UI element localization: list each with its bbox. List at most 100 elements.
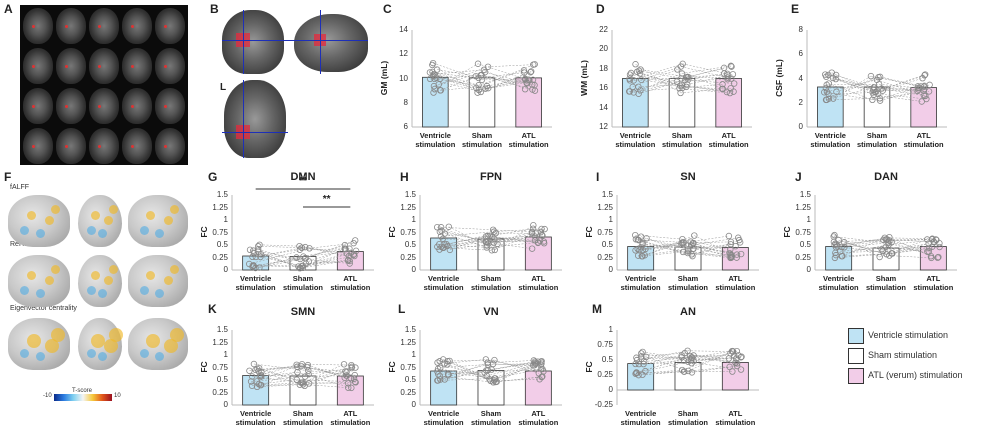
subject-line xyxy=(632,69,678,88)
x-tick-label: ATL stimulation xyxy=(508,131,549,149)
subject-point xyxy=(936,243,943,251)
subject-line xyxy=(641,353,694,362)
subject-line xyxy=(681,242,737,255)
activation-blob xyxy=(170,265,179,275)
mri-slice xyxy=(23,128,53,164)
subject-line xyxy=(253,252,309,262)
subject-line xyxy=(433,62,483,81)
subject-point xyxy=(254,246,262,253)
subject-line xyxy=(308,367,356,375)
subject-line xyxy=(690,235,729,242)
subject-point xyxy=(491,246,498,254)
subject-point xyxy=(737,250,745,258)
subject-line xyxy=(309,382,356,384)
target-dot xyxy=(131,25,134,28)
subject-line xyxy=(642,244,692,251)
mri-slice xyxy=(122,88,152,124)
panel-label-k: K xyxy=(208,302,217,316)
subject-point xyxy=(681,349,688,357)
subject-line xyxy=(629,77,687,92)
subject-point xyxy=(299,264,307,272)
subject-line xyxy=(258,379,297,385)
y-tick-label: 0.5 xyxy=(601,240,613,249)
mri-slice xyxy=(155,8,185,44)
mri-slice xyxy=(89,8,119,44)
y-tick-label: 1.5 xyxy=(216,325,228,334)
y-tick-label: 0.75 xyxy=(400,362,416,372)
y-tick-label: 0.25 xyxy=(795,252,811,262)
subject-point xyxy=(293,363,301,370)
subject-line xyxy=(308,248,346,262)
subject-line xyxy=(252,249,300,258)
subject-point xyxy=(483,372,491,380)
subject-line xyxy=(835,244,889,256)
subject-line xyxy=(448,226,487,246)
subject-line xyxy=(475,75,527,84)
panel-label-c: C xyxy=(383,2,392,16)
subject-point xyxy=(885,239,892,247)
subject-point xyxy=(436,75,444,82)
subject-point xyxy=(832,75,839,83)
mri-slice xyxy=(23,48,53,84)
colorbar-max: 10 xyxy=(114,393,121,399)
subject-point xyxy=(876,253,883,261)
mri-slice xyxy=(56,128,86,164)
subject-point xyxy=(678,70,686,77)
subject-line xyxy=(836,74,883,91)
subject-line xyxy=(640,73,683,91)
subject-line xyxy=(298,259,349,267)
subject-line xyxy=(834,253,893,259)
subject-point xyxy=(426,75,434,83)
subject-point xyxy=(681,368,688,375)
subject-point xyxy=(250,247,257,254)
y-tick-label: 0.75 xyxy=(597,227,613,237)
activation-blob xyxy=(164,215,173,225)
activation-blob xyxy=(104,215,114,225)
activation-blob xyxy=(51,265,61,275)
subject-line xyxy=(646,356,693,373)
subject-point xyxy=(724,72,731,79)
subject-line xyxy=(434,78,479,86)
subject-point xyxy=(538,225,545,233)
subject-point xyxy=(299,379,307,386)
panel-label-l: L xyxy=(398,302,406,316)
subject-point xyxy=(534,239,542,246)
subject-point xyxy=(296,264,303,272)
subject-line xyxy=(437,371,496,379)
subject-point xyxy=(293,254,300,261)
subject-point xyxy=(256,241,263,249)
subject-line xyxy=(477,63,530,81)
y-tick-label: 8 xyxy=(403,97,408,107)
y-tick-label: 0.75 xyxy=(212,362,228,372)
subject-point xyxy=(530,222,537,229)
subject-line xyxy=(429,72,479,79)
activation-blob xyxy=(146,270,155,280)
subject-line xyxy=(260,256,304,267)
subject-point xyxy=(521,69,528,76)
subject-point xyxy=(350,239,357,247)
subject-point xyxy=(733,347,741,355)
subject-line xyxy=(258,249,307,264)
subject-point xyxy=(875,81,883,88)
y-tick-label: 0.5 xyxy=(404,375,416,384)
subject-point xyxy=(527,69,534,76)
mri-slice xyxy=(89,128,119,164)
subject-line xyxy=(638,70,682,79)
deactivation-blob xyxy=(140,286,149,296)
subject-point xyxy=(444,371,452,378)
subject-point xyxy=(880,236,887,244)
subject-point xyxy=(639,348,646,356)
subject-point xyxy=(475,82,482,89)
left-hemisphere-label: L xyxy=(220,82,227,93)
legend-swatch-atl xyxy=(848,368,864,384)
subject-point xyxy=(299,381,307,388)
subject-point xyxy=(529,86,536,93)
subject-line xyxy=(825,87,875,89)
subject-point xyxy=(632,236,640,243)
y-tick-label: 10 xyxy=(399,73,408,83)
subject-point xyxy=(935,253,942,261)
activation-blob xyxy=(91,270,101,280)
subject-line xyxy=(826,84,880,86)
x-tick-label: ATL stimulation xyxy=(330,409,371,427)
target-dot xyxy=(98,65,101,68)
